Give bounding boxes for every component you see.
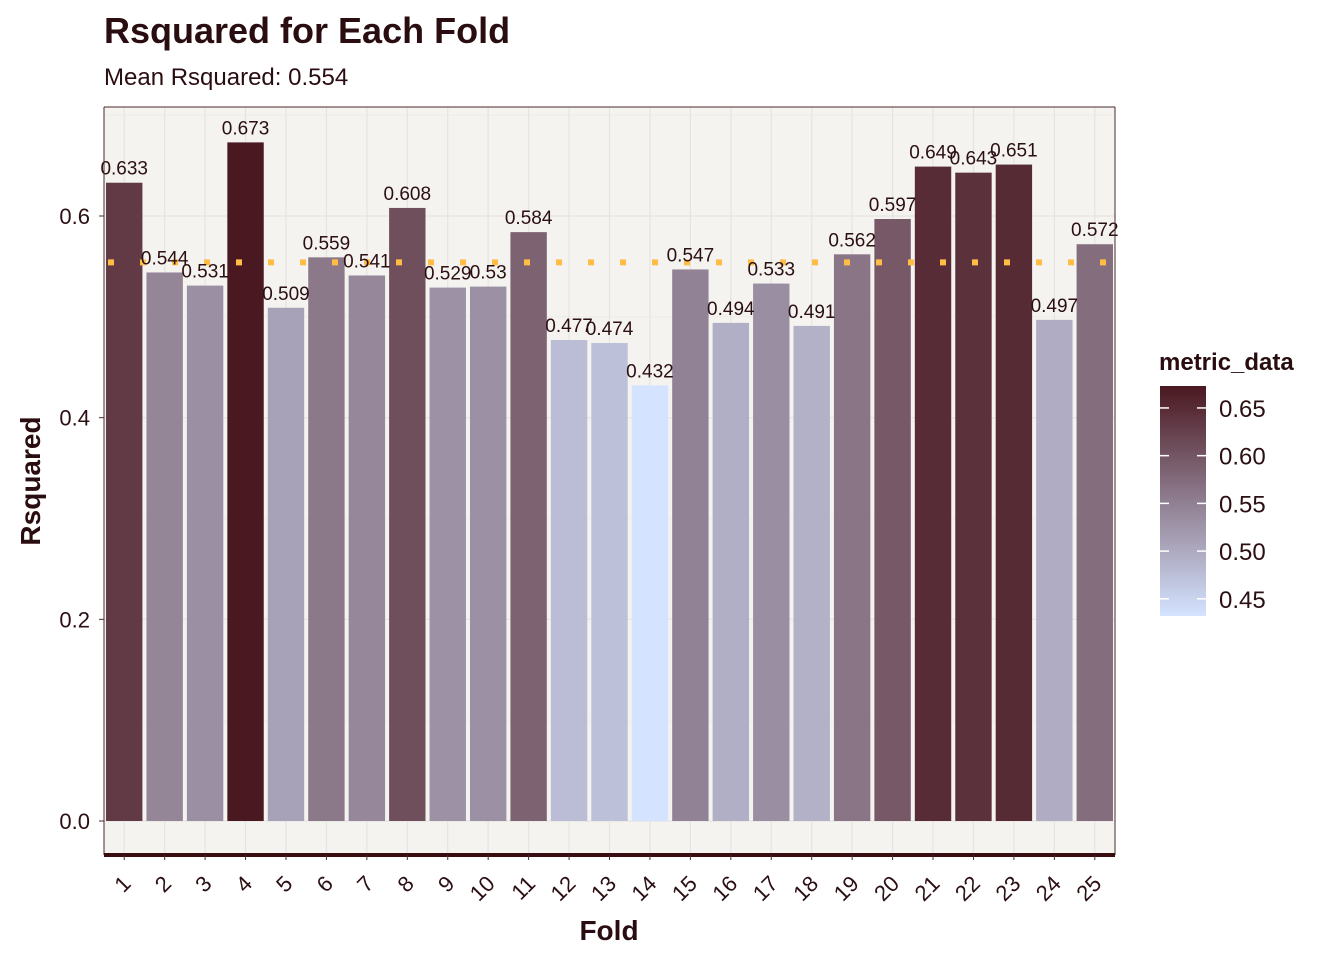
bars-group [106,142,1113,822]
bar-fold-8 [389,207,426,821]
data-label-fold-8: 0.608 [384,184,432,205]
x-tick-label: 10 [465,871,500,906]
bar-fold-16 [712,322,750,821]
x-tick-label: 21 [910,871,945,906]
data-label-fold-13: 0.474 [586,319,634,340]
data-label-fold-19: 0.562 [828,230,876,251]
bar-fold-7 [348,275,386,821]
x-tick-label: 23 [990,871,1025,906]
data-label-fold-1: 0.633 [100,159,148,180]
x-tick-label: 6 [312,871,338,897]
bar-fold-18 [793,325,830,821]
bar-fold-4 [227,142,264,821]
y-tick-label: 0.0 [59,809,90,834]
bar-fold-17 [753,283,790,821]
bar-fold-3 [186,285,224,821]
x-axis-title: Fold [579,915,638,946]
x-tick-label: 1 [109,871,135,897]
bar-fold-6 [308,257,345,821]
x-tick-label: 20 [869,871,904,906]
bar-fold-25 [1076,244,1113,821]
y-tick-label: 0.2 [59,607,90,632]
x-tick-label: 2 [150,871,176,897]
data-label-fold-12: 0.477 [545,316,593,337]
bar-fold-21 [914,166,952,821]
x-tick-label: 17 [748,871,783,906]
data-label-fold-2: 0.544 [141,248,189,269]
bar-fold-5 [267,307,305,822]
data-label-fold-4: 0.673 [222,118,270,139]
legend-title: metric_data [1159,349,1294,376]
legend-tick-label: 0.55 [1219,491,1266,518]
data-label-fold-22: 0.643 [950,149,998,170]
bar-fold-22 [955,172,992,821]
x-tick-label: 16 [707,871,742,906]
chart-title: Rsquared for Each Fold [104,10,511,51]
bar-fold-20 [874,219,911,821]
bar-fold-1 [106,182,143,822]
x-tick-label: 7 [352,871,378,897]
data-label-fold-23: 0.651 [990,141,1038,162]
data-label-fold-16: 0.494 [707,299,755,320]
x-tick-label: 25 [1071,871,1106,906]
x-tick-label: 18 [788,871,823,906]
bar-fold-15 [672,269,709,822]
y-tick-label: 0.4 [59,406,90,431]
x-tick-label: 9 [433,871,459,897]
data-label-fold-17: 0.533 [747,260,795,281]
bar-fold-9 [429,287,466,821]
legend-tick-label: 0.50 [1219,539,1266,566]
data-label-fold-9: 0.529 [424,264,472,285]
data-label-fold-15: 0.547 [667,245,715,266]
data-label-fold-20: 0.597 [869,195,917,216]
bar-fold-19 [833,254,871,822]
legend-colorbar [1160,386,1206,616]
legend-tick-label: 0.65 [1219,396,1266,423]
data-label-fold-25: 0.572 [1071,220,1119,241]
x-tick-label: 4 [231,871,257,897]
y-axis-title: Rsquared [15,416,46,545]
x-tick-label: 19 [829,871,864,906]
y-tick-label: 0.6 [59,204,90,229]
x-tick-label: 3 [190,871,216,897]
data-label-fold-24: 0.497 [1031,296,1079,317]
bar-fold-12 [550,340,588,821]
data-label-fold-14: 0.432 [626,361,674,382]
bar-fold-14 [631,385,669,821]
data-label-fold-3: 0.531 [181,262,229,283]
data-label-fold-10: 0.53 [470,263,507,284]
x-tick-label: 15 [667,871,702,906]
data-label-fold-18: 0.491 [788,302,836,323]
bar-fold-2 [146,272,183,821]
bar-fold-23 [995,164,1033,821]
legend-tick-label: 0.45 [1219,587,1266,614]
x-tick-label: 13 [586,871,621,906]
bar-fold-11 [510,232,547,822]
data-label-fold-21: 0.649 [909,143,957,164]
x-tick-label: 11 [506,871,540,905]
bar-fold-10 [469,286,507,821]
legend-tick-label: 0.60 [1219,444,1266,471]
x-tick-label: 12 [546,871,581,906]
x-tick-label: 14 [626,871,661,906]
x-tick-label: 5 [271,871,297,897]
x-tick-label: 22 [950,871,985,906]
color-legend: metric_data 0.45 0.50 0.55 0.60 0.65 [1159,349,1294,616]
data-label-fold-6: 0.559 [303,233,351,254]
x-tick-label: 8 [392,871,418,897]
chart-subtitle: Mean Rsquared: 0.554 [104,64,349,91]
bar-fold-13 [591,343,628,821]
bar-fold-24 [1036,319,1073,821]
x-tick-label: 24 [1031,871,1066,906]
data-label-fold-7: 0.541 [343,251,391,272]
data-label-fold-11: 0.584 [505,208,553,229]
data-label-fold-5: 0.509 [262,284,310,305]
